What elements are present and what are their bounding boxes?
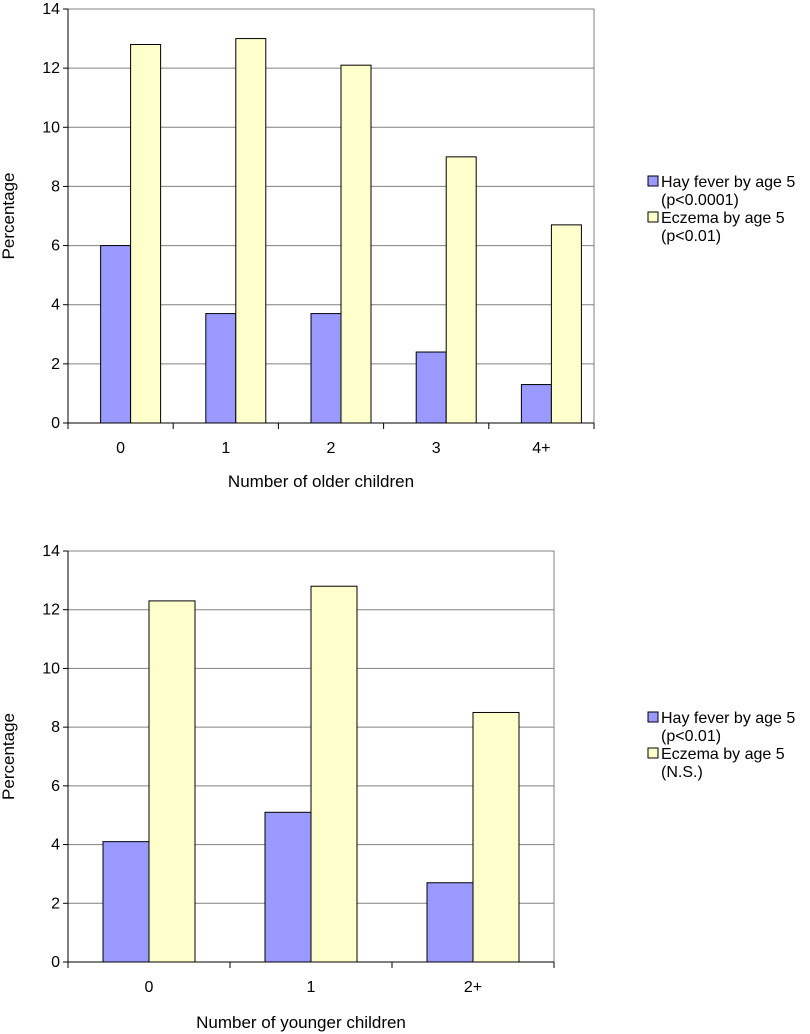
- y-axis-title: Percentage: [0, 713, 18, 800]
- bar-eczema-4+: [550, 224, 582, 424]
- y-tick-label: 14: [42, 543, 60, 560]
- y-tick-label: 12: [42, 60, 60, 77]
- y-tick-label: 14: [42, 1, 60, 18]
- legend: Hay fever by age 5 (p<0.01) Eczema by ag…: [647, 710, 795, 781]
- x-tick-label: 0: [145, 979, 154, 996]
- x-tick-label: 2+: [464, 979, 482, 996]
- bar-hay-fever-0: [102, 841, 150, 963]
- bar-hay-fever-2: [310, 313, 342, 424]
- bar-hay-fever-2+: [426, 882, 474, 963]
- legend-note-hay-fever: (p<0.0001): [661, 192, 739, 209]
- y-tick-label: 0: [51, 415, 60, 432]
- bars: [100, 38, 582, 424]
- legend-label-hay-fever: Hay fever by age 5: [661, 174, 795, 191]
- y-tick-label: 10: [42, 119, 60, 136]
- y-tick-labels: 0 2 4 6 8 10 12 14: [42, 543, 60, 971]
- chart-younger-children: 0 2 4 6 8 10 12 14 0 1 2+ Percentage Number of yo…: [0, 543, 795, 1032]
- legend-label-eczema: Eczema by age 5: [661, 210, 785, 227]
- x-tick-label: 1: [221, 440, 230, 457]
- y-tick-labels: 0 2 4 6 8 10 12 14: [42, 1, 60, 432]
- y-tick-label: 4: [51, 297, 60, 314]
- legend-note-hay-fever: (p<0.01): [661, 728, 721, 745]
- legend-swatch-eczema: [647, 747, 659, 759]
- x-tick-labels: 0 1 2+: [145, 979, 483, 996]
- x-tick-label: 1: [307, 979, 316, 996]
- bar-hay-fever-4+: [520, 384, 552, 424]
- bar-eczema-1: [235, 38, 267, 424]
- bar-eczema-2: [340, 64, 372, 424]
- y-tick-label: 8: [51, 719, 60, 736]
- x-tick-label: 0: [116, 440, 125, 457]
- y-tick-label: 4: [51, 837, 60, 854]
- bars: [102, 585, 520, 963]
- bar-hay-fever-1: [205, 313, 237, 424]
- legend-note-eczema: (N.S.): [661, 764, 703, 781]
- x-axis-title: Number of older children: [228, 472, 414, 491]
- legend: Hay fever by age 5 (p<0.0001) Eczema by …: [647, 174, 795, 245]
- y-tick-label: 6: [51, 238, 60, 255]
- bar-eczema-3: [445, 156, 477, 424]
- y-tick-label: 6: [51, 778, 60, 795]
- legend-swatch-hay-fever: [647, 711, 659, 723]
- bar-hay-fever-0: [100, 245, 132, 424]
- legend-label-eczema: Eczema by age 5: [661, 746, 785, 763]
- y-tick-label: 12: [42, 602, 60, 619]
- bar-eczema-0: [148, 600, 196, 963]
- x-tick-label: 4+: [532, 440, 550, 457]
- bar-hay-fever-1: [264, 811, 312, 963]
- y-tick-label: 10: [42, 660, 60, 677]
- bar-eczema-2+: [472, 711, 520, 963]
- x-tick-label: 3: [432, 440, 441, 457]
- legend-swatch-eczema: [647, 211, 659, 223]
- y-tick-label: 2: [51, 356, 60, 373]
- y-axis-title: Percentage: [0, 173, 18, 260]
- x-tick-labels: 0 1 2 3 4+: [116, 440, 550, 457]
- y-tick-label: 2: [51, 895, 60, 912]
- y-tick-label: 8: [51, 178, 60, 195]
- y-tick-label: 0: [51, 954, 60, 971]
- bar-eczema-1: [310, 585, 358, 963]
- x-tick-label: 2: [327, 440, 336, 457]
- x-axis-title: Number of younger children: [196, 1013, 406, 1032]
- legend-label-hay-fever: Hay fever by age 5: [661, 710, 795, 727]
- legend-swatch-hay-fever: [647, 175, 659, 187]
- legend-note-eczema: (p<0.01): [661, 228, 721, 245]
- bar-eczema-0: [130, 43, 162, 424]
- axes: [63, 8, 595, 429]
- bar-hay-fever-3: [415, 351, 447, 424]
- axes: [63, 550, 555, 968]
